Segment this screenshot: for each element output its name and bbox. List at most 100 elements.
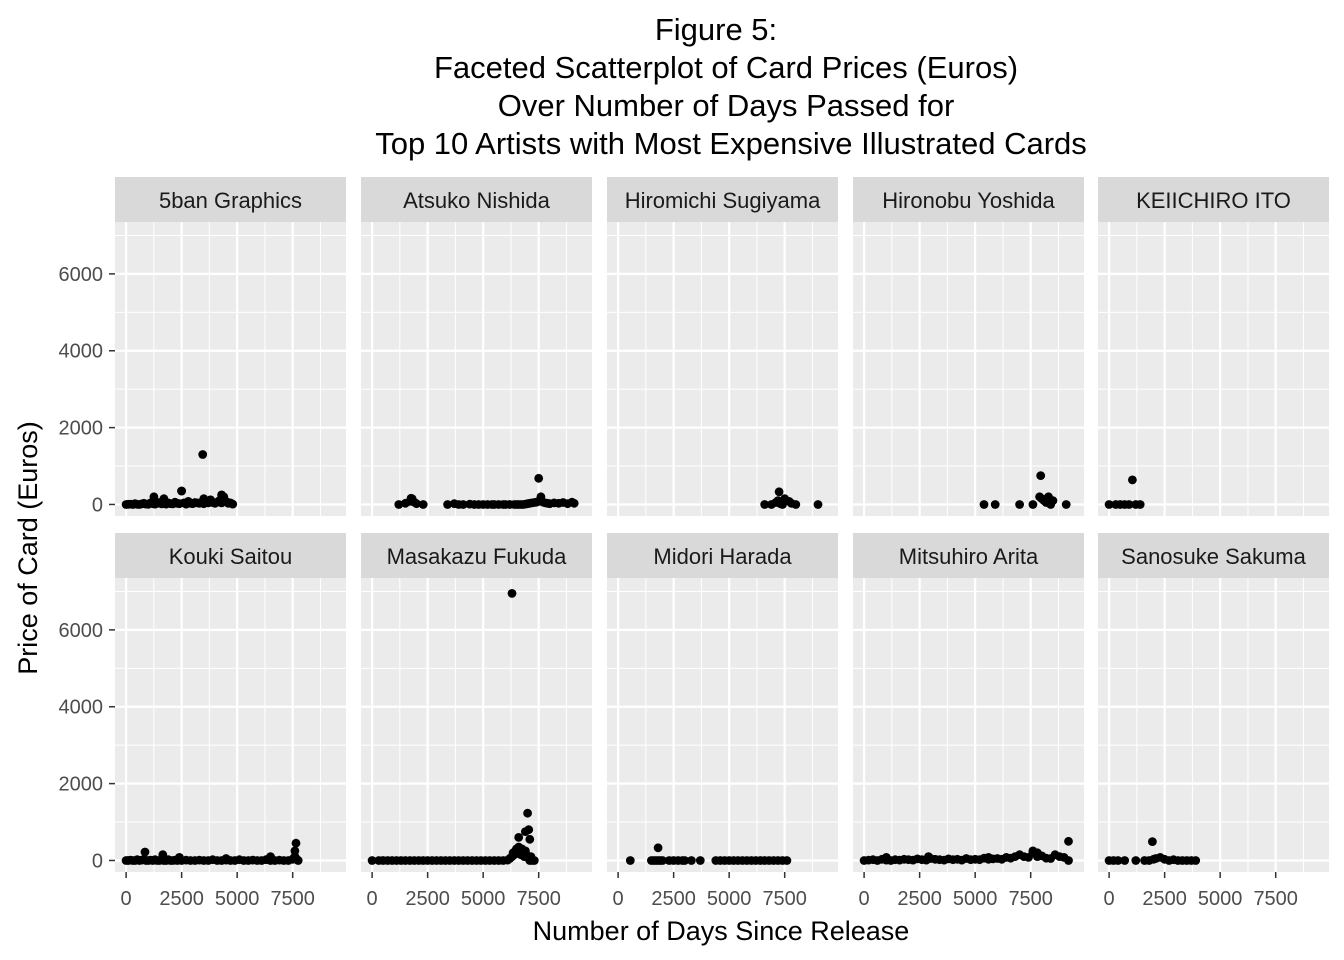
facet-strip-label: Atsuko Nishida (403, 188, 551, 213)
data-point (175, 853, 184, 862)
facet-mitsuhiro-arita: Mitsuhiro Arita (853, 533, 1084, 872)
data-point (782, 856, 792, 865)
facet-sanosuke-sakuma: Sanosuke Sakuma (1098, 533, 1329, 872)
data-point (367, 856, 377, 865)
facet-strip-label: Hironobu Yoshida (882, 188, 1055, 213)
data-point (1128, 475, 1137, 485)
facet-kouki-saitou: Kouki Saitou (115, 533, 346, 872)
x-tick-label: 2500 (1142, 888, 1187, 910)
facet-panel-background (361, 578, 592, 872)
gridlines (1098, 578, 1329, 872)
data-point (266, 852, 275, 861)
data-point (1120, 856, 1130, 865)
data-point (1061, 500, 1071, 509)
facet-hiromichi-sugiyama: Hiromichi Sugiyama (607, 177, 838, 516)
facet-strip (853, 533, 1084, 578)
data-point (514, 833, 524, 842)
data-point (1135, 500, 1145, 509)
gridlines (361, 222, 592, 516)
data-point (177, 486, 187, 496)
gridlines (853, 222, 1084, 516)
data-point (412, 499, 421, 509)
y-axis-title: Price of Card (Euros) (13, 421, 43, 675)
x-tick-label: 5000 (953, 888, 998, 910)
data-point (293, 856, 303, 865)
data-point (418, 500, 428, 509)
facet-strip-label: Sanosuke Sakuma (1121, 544, 1306, 569)
data-points (979, 471, 1071, 509)
data-point (687, 856, 696, 865)
title-line-3: Over Number of Days Passed for (498, 88, 955, 123)
data-point (206, 495, 215, 505)
data-point (290, 846, 300, 856)
facet-masakazu-fukuda: Masakazu Fukuda (361, 533, 592, 872)
data-point (881, 853, 891, 862)
x-tick-label: 0 (1104, 888, 1115, 910)
data-point (228, 499, 238, 509)
facet-strip-label: Hiromichi Sugiyama (625, 188, 821, 213)
facet-strip-label: KEIICHIRO ITO (1136, 188, 1291, 213)
facet-strip-label: Mitsuhiro Arita (899, 544, 1039, 569)
data-point (198, 450, 208, 459)
x-tick-label: 2500 (651, 888, 696, 910)
y-tick-label: 6000 (59, 264, 104, 286)
data-point (1113, 856, 1123, 865)
facet-panels: 5ban Graphics Atsuko Nishida Hiromichi Sug… (115, 177, 1329, 872)
facet-strip (361, 533, 592, 578)
title-line-4: Top 10 Artists with Most Expensive Illus… (375, 126, 1087, 161)
gridlines (1098, 222, 1329, 516)
gridlines (607, 578, 838, 872)
x-tick-label: 2500 (405, 888, 450, 910)
data-point (159, 494, 169, 504)
x-tick-label: 7500 (1253, 888, 1298, 910)
facet-panel-background (115, 578, 346, 872)
data-point (813, 500, 823, 509)
data-points (760, 487, 823, 509)
facet-panel-background (607, 222, 838, 516)
gridlines (853, 578, 1084, 872)
data-point (1064, 856, 1073, 865)
facet-strip (1098, 533, 1329, 578)
x-tick-label: 7500 (762, 888, 807, 910)
data-point (760, 500, 770, 509)
facet-strip-label: Midori Harada (653, 544, 792, 569)
facet-strip-label: 5ban Graphics (159, 188, 302, 213)
gridlines (115, 222, 346, 516)
x-tick-label: 7500 (1008, 888, 1053, 910)
facet-strip (115, 533, 346, 578)
data-point (458, 500, 468, 509)
facet-midori-harada: Midori Harada (607, 533, 838, 872)
y-tick-label: 6000 (59, 620, 104, 642)
data-point (984, 853, 993, 862)
data-point (990, 500, 1000, 509)
y-tick-label: 2000 (59, 774, 104, 796)
data-point (1131, 856, 1141, 865)
x-tick-label: 0 (859, 888, 870, 910)
data-point (406, 493, 416, 503)
data-point (658, 856, 667, 865)
data-points (394, 473, 579, 509)
data-point (443, 500, 452, 509)
x-axis-title: Number of Days Since Release (533, 916, 910, 946)
data-point (791, 500, 801, 509)
data-point (199, 494, 209, 504)
x-tick-label: 5000 (215, 888, 260, 910)
y-tick-label: 0 (92, 494, 103, 516)
x-tick-label: 0 (613, 888, 624, 910)
data-point (774, 487, 784, 497)
data-point (569, 498, 579, 508)
data-points (1104, 837, 1201, 865)
facet-panel-background (1098, 222, 1329, 516)
data-points (859, 836, 1073, 865)
data-point (291, 838, 301, 848)
facet-strip-label: Kouki Saitou (169, 544, 293, 569)
data-point (1104, 500, 1114, 509)
data-point (140, 847, 150, 857)
data-points (121, 838, 303, 865)
data-points (625, 843, 792, 865)
data-point (524, 825, 534, 835)
y-tick-label: 4000 (59, 341, 104, 363)
data-point (680, 856, 690, 865)
x-tick-label: 0 (367, 888, 378, 910)
